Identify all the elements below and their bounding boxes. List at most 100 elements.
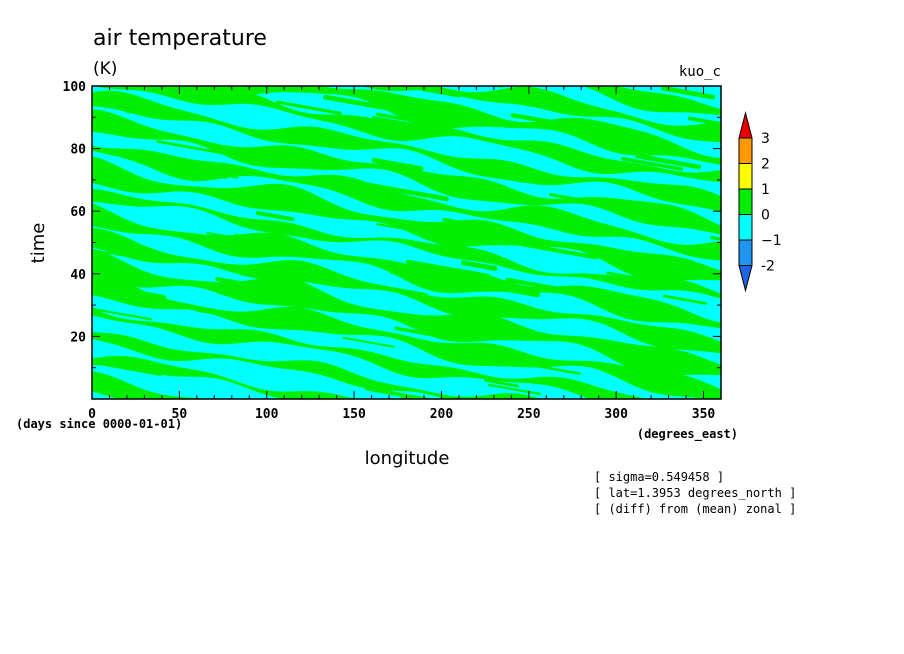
positive-anomaly-streak-13 — [115, 290, 159, 301]
positive-anomaly-streak-65 — [359, 181, 449, 202]
positive-anomaly-streak-43 — [429, 317, 480, 329]
positive-anomaly-band-8 — [92, 332, 542, 399]
positive-anomaly-streak-47 — [161, 162, 229, 179]
positive-anomaly-streak-31 — [510, 360, 581, 375]
y-axis: 20 40 60 80 100 — [63, 80, 721, 369]
positive-anomaly-streak-26 — [492, 86, 504, 88]
positive-anomaly-streak-24 — [394, 86, 461, 98]
positive-anomaly-streak-3 — [215, 277, 288, 294]
positive-anomaly-streak-10 — [187, 402, 218, 408]
colorbar-swatch-2to3 — [738, 137, 753, 164]
positive-anomaly-streak-46 — [606, 271, 641, 280]
positive-anomaly-band-16 — [92, 145, 721, 261]
x-tick-label-4: 200 — [430, 407, 454, 422]
positive-anomaly-streak-19 — [124, 110, 159, 118]
x-tick-label-1: 50 — [172, 407, 188, 422]
x-unit-note: (degrees_east) — [637, 427, 738, 442]
positive-anomaly-streak-57 — [662, 294, 708, 305]
positive-anomaly-streak-55 — [322, 94, 401, 113]
y-tick-label-2: 60 — [70, 205, 86, 220]
positive-anomaly-streak-69 — [490, 284, 540, 298]
positive-anomaly-streak-52 — [442, 217, 480, 227]
positive-anomaly-streak-0 — [251, 148, 336, 168]
y-axis-title: time — [28, 223, 49, 264]
colorbar-label-3: 1 — [761, 182, 770, 198]
anomaly-bands — [92, 86, 721, 410]
positive-anomaly-band-20 — [201, 86, 721, 165]
info-line-diff: [ (diff) from (mean) zonal ] — [594, 502, 796, 516]
experiment-label: kuo_c — [679, 64, 721, 80]
positive-anomaly-streak-27 — [364, 386, 436, 399]
x-tick-label-7: 350 — [692, 407, 716, 422]
colorbar-swatch-0to1 — [738, 188, 753, 215]
positive-anomaly-streak-35 — [275, 100, 342, 115]
x-tick-label-6: 300 — [604, 407, 628, 422]
positive-anomaly-streak-16 — [389, 269, 421, 279]
positive-anomaly-streak-18 — [548, 193, 595, 204]
positive-anomaly-streak-41 — [342, 336, 395, 348]
info-line-sigma: [ sigma=0.549458 ] — [594, 470, 724, 484]
positive-anomaly-band-7 — [92, 355, 357, 399]
positive-anomaly-streak-40 — [376, 222, 460, 240]
positive-anomaly-streak-22 — [422, 267, 462, 278]
colorbar-label-0: -2 — [761, 259, 775, 275]
positive-anomaly-band-22 — [582, 86, 721, 116]
positive-anomaly-band-21 — [362, 86, 721, 143]
positive-anomaly-streak-6 — [375, 112, 442, 128]
positive-anomaly-streak-33 — [709, 235, 721, 241]
positive-anomaly-streak-5 — [460, 260, 498, 271]
chart-units: (K) — [93, 59, 117, 79]
colorbar-swatch-1to2 — [738, 163, 753, 190]
positive-anomaly-band-15 — [92, 156, 721, 281]
positive-anomaly-streak-56 — [372, 116, 428, 128]
positive-anomaly-streak-21 — [364, 282, 428, 298]
positive-anomaly-streak-1 — [687, 116, 721, 126]
colorbar-arrow-below — [738, 265, 753, 293]
positive-anomaly-streak-20 — [196, 308, 229, 317]
positive-anomaly-streak-32 — [206, 231, 254, 243]
positive-anomaly-streak-59 — [614, 202, 676, 215]
positive-anomaly-streak-36 — [624, 351, 675, 364]
x-axis-title: longitude — [365, 448, 450, 469]
positive-anomaly-streak-53 — [621, 157, 684, 171]
colorbar-arrow-above — [738, 111, 753, 139]
positive-anomaly-band-13 — [92, 203, 721, 329]
plot-area — [92, 86, 721, 410]
colorbar-swatch--2to-1 — [738, 239, 753, 266]
info-line-lat: [ lat=1.3953 degrees_north ] — [594, 486, 796, 500]
positive-anomaly-streak-49 — [683, 199, 721, 210]
x-tick-label-0: 0 — [88, 407, 96, 422]
x-tick-label-3: 150 — [342, 407, 366, 422]
y-tick-label-4: 100 — [63, 80, 87, 95]
positive-anomaly-band-9 — [92, 308, 647, 399]
colorbar: -2 −1 0 1 2 3 — [738, 111, 782, 293]
positive-anomaly-streak-60 — [380, 359, 439, 373]
colorbar-label-1: −1 — [761, 233, 782, 249]
positive-anomaly-band-6 — [92, 371, 287, 399]
positive-anomaly-streak-68 — [92, 307, 153, 321]
x-tick-label-5: 250 — [517, 407, 541, 422]
positive-anomaly-streak-61 — [234, 233, 299, 248]
positive-anomaly-streak-62 — [462, 185, 522, 199]
positive-anomaly-streak-14 — [598, 366, 637, 375]
y-tick-label-0: 20 — [70, 330, 86, 345]
colorbar-label-5: 3 — [761, 131, 770, 147]
positive-anomaly-streak-50 — [255, 211, 295, 222]
y-tick-label-1: 40 — [70, 268, 86, 283]
positive-anomaly-band-11 — [92, 248, 721, 376]
colorbar-swatch--1to0 — [738, 214, 753, 241]
positive-anomaly-streak-45 — [661, 86, 716, 100]
positive-anomaly-streak-58 — [105, 291, 159, 305]
y-unit-note: (days since 0000-01-01) — [16, 417, 182, 431]
positive-anomaly-streak-15 — [487, 383, 541, 396]
colorbar-label-4: 2 — [761, 157, 770, 173]
positive-anomaly-streak-39 — [294, 405, 324, 410]
positive-anomaly-streak-30 — [106, 285, 167, 300]
positive-anomaly-band-18 — [92, 90, 721, 212]
positive-anomaly-streak-9 — [510, 113, 556, 125]
positive-anomaly-streak-8 — [92, 359, 163, 376]
positive-anomaly-streak-29 — [405, 259, 491, 279]
positive-anomaly-streak-63 — [92, 248, 130, 258]
colorbar-label-2: 0 — [761, 208, 770, 224]
